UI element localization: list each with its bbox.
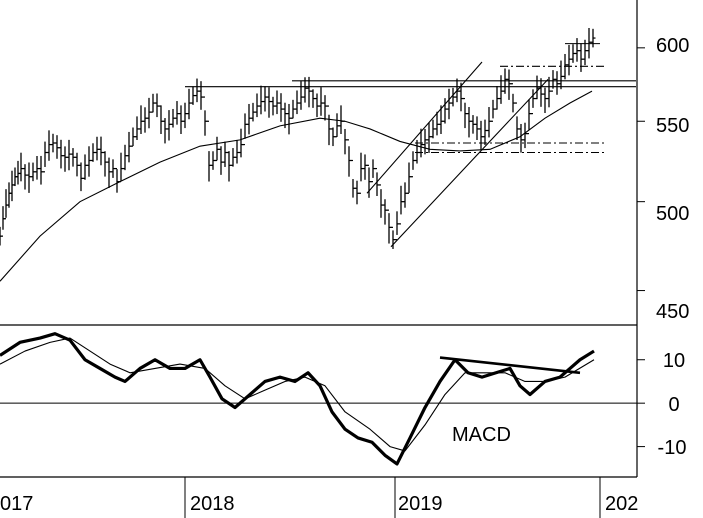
trend-line <box>366 61 483 194</box>
x-tick-label: 017 <box>0 493 33 515</box>
price-tick-label: 500 <box>656 203 689 225</box>
macd-tick-label: 10 <box>663 350 685 372</box>
macd-trend-line <box>439 356 581 375</box>
price-panel <box>0 28 645 292</box>
x-tick-label: 202 <box>605 493 638 515</box>
price-tick-label: 550 <box>656 115 689 137</box>
moving-average-line <box>0 90 593 282</box>
price-tick-label: 450 <box>656 301 689 323</box>
macd-tick-label: -10 <box>658 437 687 459</box>
macd-panel <box>0 332 645 518</box>
x-tick-label: 2018 <box>190 493 235 515</box>
trend-line <box>390 78 549 248</box>
macd-signal-line <box>0 337 595 452</box>
macd-tick-label: 0 <box>668 394 679 416</box>
price-bar <box>590 28 596 48</box>
price-tick-label: 600 <box>656 35 689 57</box>
macd-line <box>0 332 595 466</box>
macd-label: MACD <box>452 424 511 446</box>
x-tick-label: 2019 <box>398 493 443 515</box>
